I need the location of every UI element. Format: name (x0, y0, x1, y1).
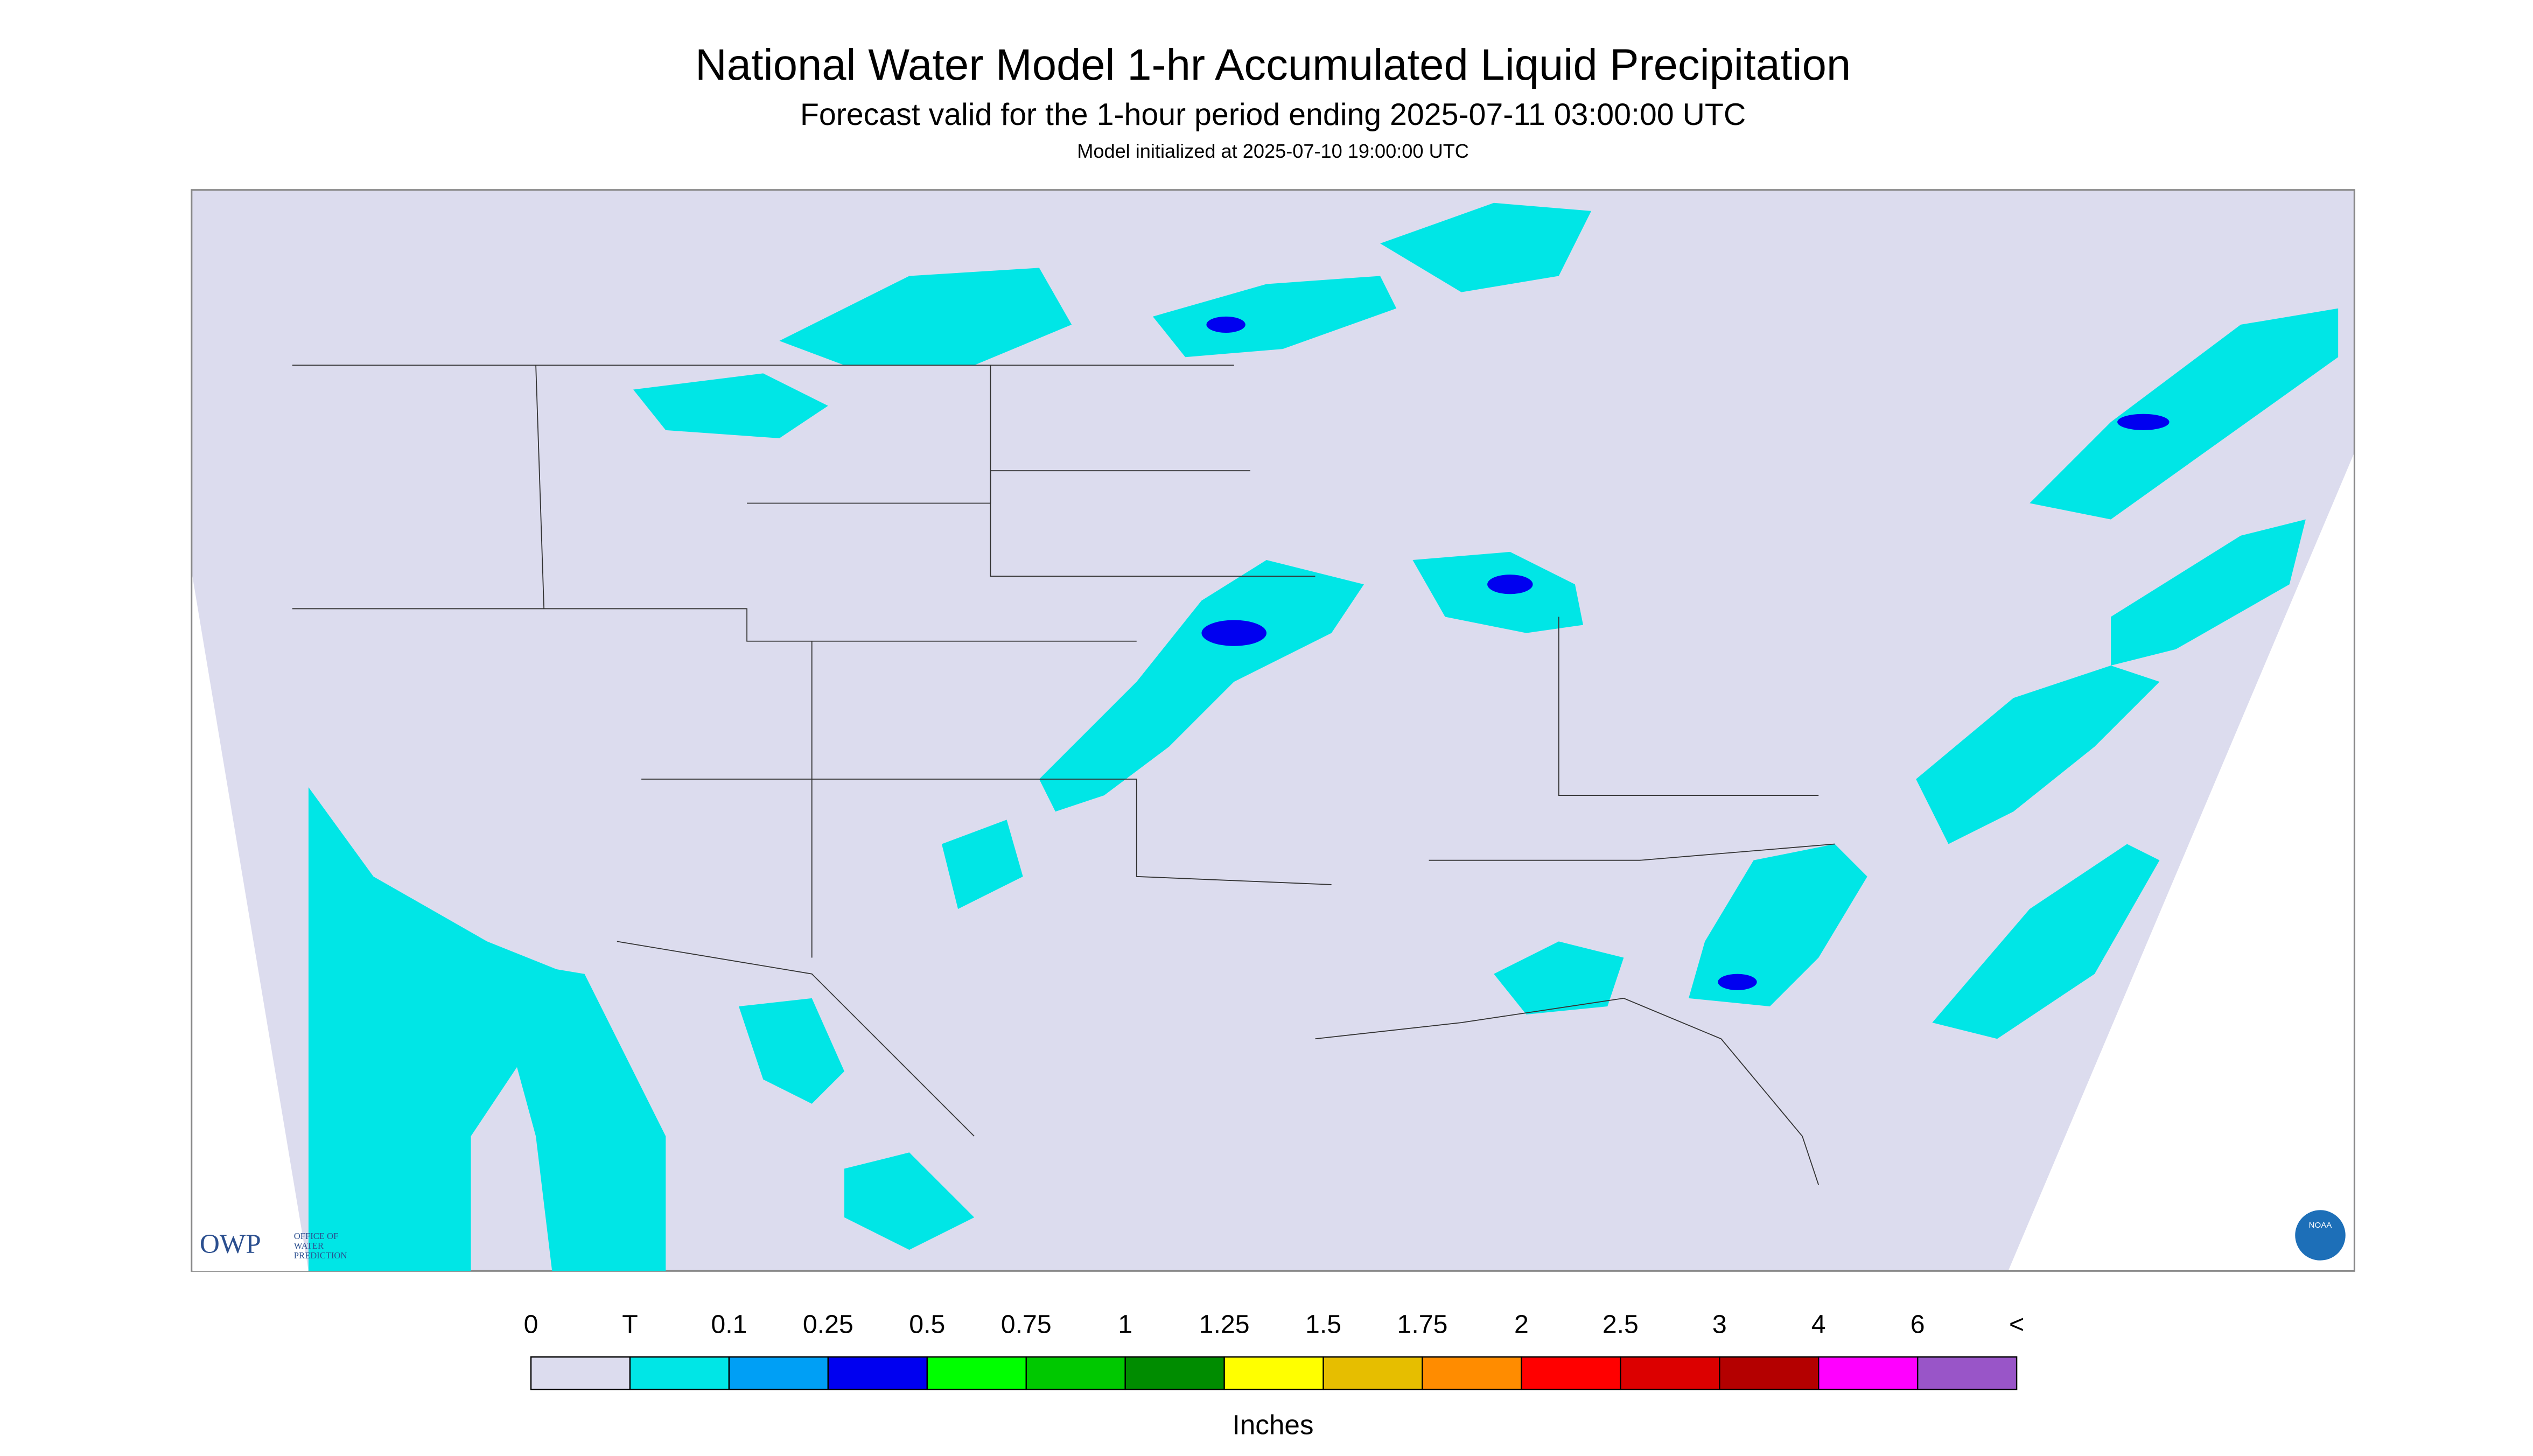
legend-swatch (827, 1356, 928, 1390)
legend-label: T (622, 1310, 638, 1339)
precip-area (1206, 316, 1245, 333)
legend-swatch (1223, 1356, 1324, 1390)
legend-label: 0.25 (803, 1310, 853, 1339)
precip-area (1932, 844, 2160, 1039)
border (1558, 617, 1819, 796)
precip-area (2111, 519, 2306, 666)
legend-swatch (1916, 1356, 2018, 1390)
border (292, 608, 1137, 642)
legend-swatch (629, 1356, 730, 1390)
precip-area (2117, 414, 2170, 430)
legend-swatch (1818, 1356, 1919, 1390)
title: National Water Model 1-hr Accumulated Li… (695, 40, 1851, 89)
precip-area (941, 820, 1023, 909)
legend-label: 4 (1811, 1310, 1826, 1339)
border (1315, 997, 1820, 1185)
legend-label: 3 (1712, 1310, 1727, 1339)
precip-area (1380, 202, 1592, 292)
precip-area (1689, 844, 1867, 1006)
precip-area (1494, 941, 1624, 1015)
border (1429, 843, 1835, 861)
legend-swatch (728, 1356, 829, 1390)
legend-swatch (1422, 1356, 1522, 1390)
legend-label: 6 (1911, 1310, 1925, 1339)
precip-area (2030, 308, 2339, 520)
precip-area (487, 957, 666, 1271)
legend-swatch (1620, 1356, 1720, 1390)
owp-logo-text: PREDICTION (294, 1250, 347, 1261)
precip-area (779, 268, 1072, 366)
precip-area (739, 998, 844, 1104)
legend-label: 1 (1118, 1310, 1132, 1339)
border (641, 779, 1332, 885)
precip-area (1201, 620, 1266, 646)
legend: 0 T 0.1 0.25 0.5 0.75 1 1.25 1.5 1.75 2 2.5 3 4 6 < (524, 1310, 2024, 1390)
heavy-precip (1201, 316, 2170, 990)
owp-logo-text: WATER (294, 1241, 324, 1251)
map: OWP OFFICE OF WATER PREDICTION NOAA (191, 189, 2355, 1272)
precip-area (308, 787, 569, 1271)
legend-label: 0.5 (909, 1310, 945, 1339)
legend-swatch (1719, 1356, 1820, 1390)
legend-swatch (1323, 1356, 1423, 1390)
noaa-logo (2293, 1208, 2347, 1262)
border (990, 365, 1316, 577)
subtitle: Forecast valid for the 1-hour period end… (800, 97, 1746, 132)
legend-label: 1.5 (1305, 1310, 1341, 1339)
border (535, 365, 545, 609)
legend-label: 0.1 (711, 1310, 747, 1339)
precip-area (1718, 974, 1757, 990)
legend-swatch (1025, 1356, 1126, 1390)
precip-area (1916, 665, 2160, 844)
borders (292, 365, 1835, 1185)
legend-label: < (2009, 1310, 2024, 1339)
legend-label: 2 (1514, 1310, 1529, 1339)
noaa-logo-text: NOAA (2309, 1221, 2333, 1230)
legend-label: 1.25 (1199, 1310, 1250, 1339)
legend-unit: Inches (1233, 1409, 1314, 1440)
legend-swatch (1124, 1356, 1225, 1390)
init-note: Model initialized at 2025-07-10 19:00:00… (1077, 140, 1469, 162)
legend-label: 2.5 (1603, 1310, 1639, 1339)
legend-label: 0 (524, 1310, 538, 1339)
owp-logo-text: OFFICE OF (294, 1231, 338, 1241)
legend-swatch (926, 1356, 1027, 1390)
precip-area (1152, 276, 1397, 358)
legend-label: 1.75 (1397, 1310, 1448, 1339)
precip-area (1039, 560, 1364, 812)
precip-area (844, 1152, 975, 1250)
legend-label: 0.75 (1001, 1310, 1052, 1339)
owp-logo: OWP (200, 1229, 261, 1259)
legend-swatch (1521, 1356, 1621, 1390)
precip-area (633, 373, 828, 438)
precip-area (1487, 575, 1533, 594)
precip-areas (308, 202, 2339, 1271)
border (617, 941, 975, 1137)
legend-swatch (530, 1356, 631, 1390)
